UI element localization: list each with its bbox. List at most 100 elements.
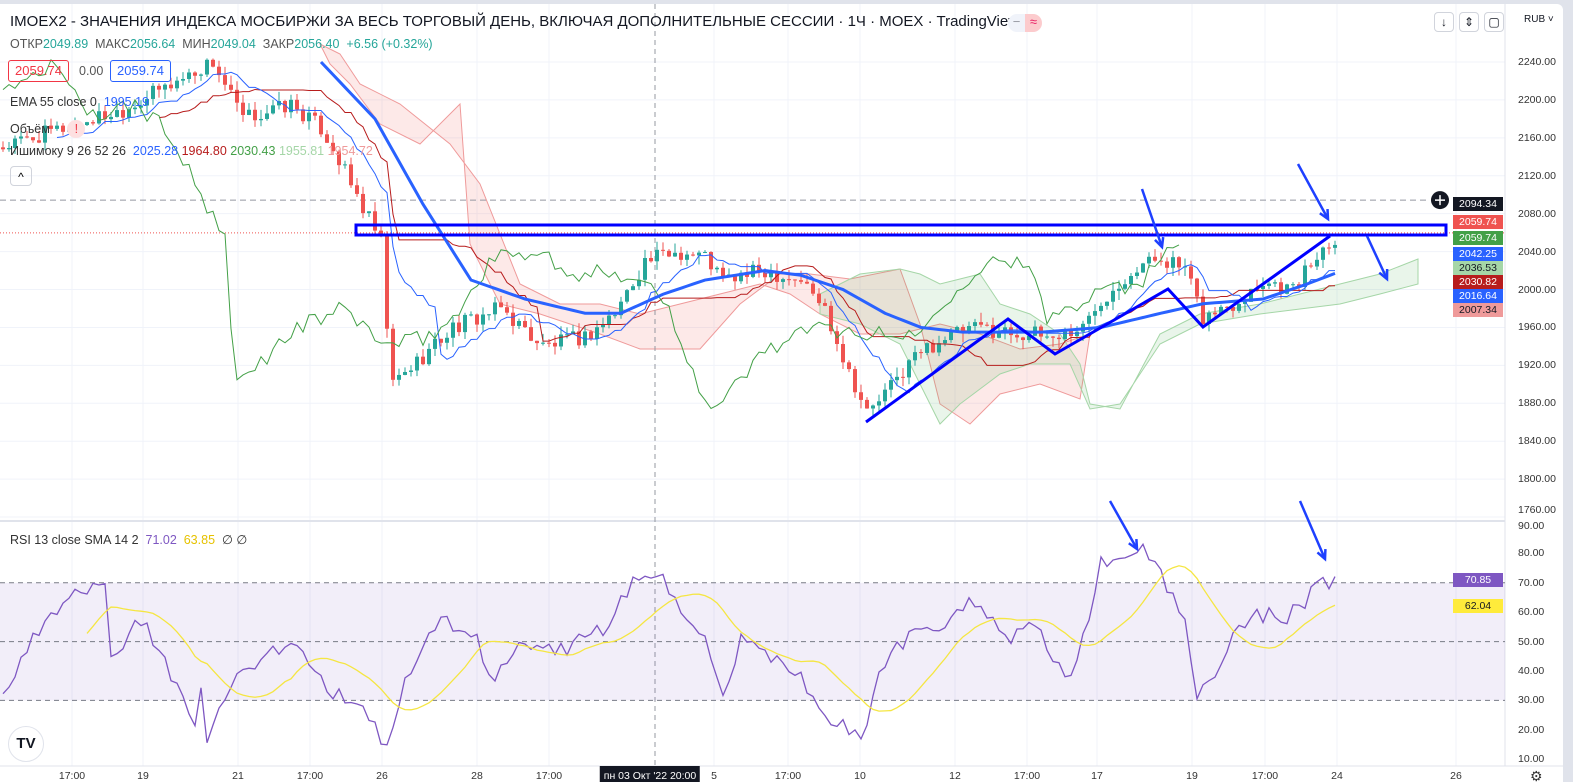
ohlc-legend: ОТКР2049.89 МАКС2056.64 МИН2049.04 ЗАКР2… <box>10 37 433 51</box>
time-axis-label: 17:00 <box>1013 770 1041 782</box>
rsi-axis-label: 20.00 <box>1518 723 1545 736</box>
candle <box>781 279 785 282</box>
candle <box>193 72 197 76</box>
candle <box>607 315 611 325</box>
rsi-axis-label: 40.00 <box>1518 665 1545 677</box>
candle <box>931 343 935 353</box>
chart-canvas[interactable] <box>0 4 1563 782</box>
candle <box>733 274 737 282</box>
candle <box>907 360 911 378</box>
settings-gear-icon[interactable]: ⚙ <box>1530 768 1543 782</box>
candle <box>409 370 413 372</box>
time-axis-label: 17:00 <box>535 770 563 782</box>
arrow-drawing <box>1298 500 1327 560</box>
time-axis-label: 17:00 <box>58 770 86 782</box>
session-toggle[interactable]: − ≈ <box>1008 14 1042 32</box>
candle <box>295 99 299 110</box>
candle <box>217 66 221 76</box>
candle <box>655 249 659 262</box>
collapse-legend-button[interactable]: ^ <box>10 166 32 186</box>
candle <box>121 110 125 118</box>
candle <box>91 122 95 124</box>
candle <box>715 267 719 270</box>
candle <box>391 328 395 380</box>
candle <box>901 376 905 378</box>
candle <box>865 399 869 409</box>
minus-icon: − <box>1012 14 1021 29</box>
add-alert-button[interactable] <box>1431 191 1449 210</box>
candle <box>1189 266 1193 279</box>
candle <box>385 234 389 329</box>
volume-legend[interactable]: Объём ! <box>10 120 86 138</box>
resistance-rectangle <box>354 223 1448 237</box>
candle <box>241 102 245 115</box>
candle <box>883 389 887 402</box>
candle <box>397 374 401 380</box>
candle <box>997 331 1001 338</box>
candle <box>1063 330 1067 340</box>
currency-select[interactable]: RUB ˅ <box>1524 14 1554 25</box>
candle <box>1213 312 1217 315</box>
candle <box>319 115 323 135</box>
candle <box>1027 335 1031 341</box>
candle <box>811 283 815 294</box>
time-axis-label: 17:00 <box>774 770 802 782</box>
candle <box>499 302 503 308</box>
chart-title: IMOEX2 - ЗНАЧЕНИЯ ИНДЕКСА МОСБИРЖИ ЗА ВЕ… <box>10 13 1020 30</box>
candle <box>1147 256 1151 264</box>
warning-icon[interactable]: ! <box>67 120 86 138</box>
price-axis-label: 2160.00 <box>1518 131 1556 144</box>
ema-legend[interactable]: EMA 55 close 0 1995.19 <box>10 95 149 109</box>
candle <box>223 75 227 85</box>
candle <box>619 301 623 316</box>
sell-button[interactable]: 2059.74 <box>8 60 69 82</box>
candle <box>151 85 155 99</box>
tradingview-logo[interactable]: TV <box>8 726 44 762</box>
candle <box>253 109 257 121</box>
arrow-drawing <box>1108 500 1139 550</box>
arrow-head-icon <box>1316 548 1327 562</box>
rsi-legend[interactable]: RSI 13 close SMA 14 2 71.02 63.85 ∅ ∅ <box>10 533 248 547</box>
candle <box>577 331 581 346</box>
candle <box>1273 282 1277 284</box>
candle <box>37 140 41 143</box>
candle <box>685 254 689 260</box>
candle <box>19 136 23 139</box>
time-axis-label: 24 <box>1331 770 1343 782</box>
candle <box>1021 337 1025 341</box>
ichimoku-legend[interactable]: Ишимоку 9 26 52 26 2025.28 1964.80 2030.… <box>10 144 373 158</box>
price-axis-label: 1800.00 <box>1518 473 1556 486</box>
time-axis-label: 26 <box>1450 770 1462 782</box>
candle <box>487 314 491 316</box>
arrow-head-icon <box>1378 268 1389 282</box>
fullscreen-button[interactable]: ▢ <box>1484 12 1504 32</box>
candle <box>751 264 755 277</box>
candle <box>49 125 53 129</box>
candle <box>673 252 677 257</box>
rsi-axis-label: 90.00 <box>1518 520 1545 532</box>
candle <box>871 405 875 409</box>
candle <box>373 211 377 231</box>
candle <box>199 74 203 76</box>
candle <box>1219 306 1223 315</box>
arrow-drawing <box>1365 235 1389 280</box>
price-axis-label: 2040.00 <box>1518 245 1556 258</box>
candle <box>493 302 497 315</box>
candle <box>421 356 425 365</box>
scroll-down-button[interactable]: ↓ <box>1434 12 1454 32</box>
price-axis-label: 1840.00 <box>1518 435 1556 448</box>
arrow-drawing <box>1296 163 1330 220</box>
candle <box>1243 301 1247 304</box>
chikou-line <box>2 58 1180 410</box>
fit-button[interactable]: ⇕ <box>1459 12 1479 32</box>
candle <box>949 330 953 341</box>
candle <box>679 252 683 260</box>
candle <box>1141 263 1145 273</box>
spread-value: 0.00 <box>79 64 104 78</box>
candle <box>1123 284 1127 289</box>
candle <box>463 314 467 333</box>
price-badge: 2094.34 <box>1453 197 1503 211</box>
buy-button[interactable]: 2059.74 <box>110 60 171 82</box>
candle <box>445 337 449 343</box>
candle <box>1093 311 1097 316</box>
